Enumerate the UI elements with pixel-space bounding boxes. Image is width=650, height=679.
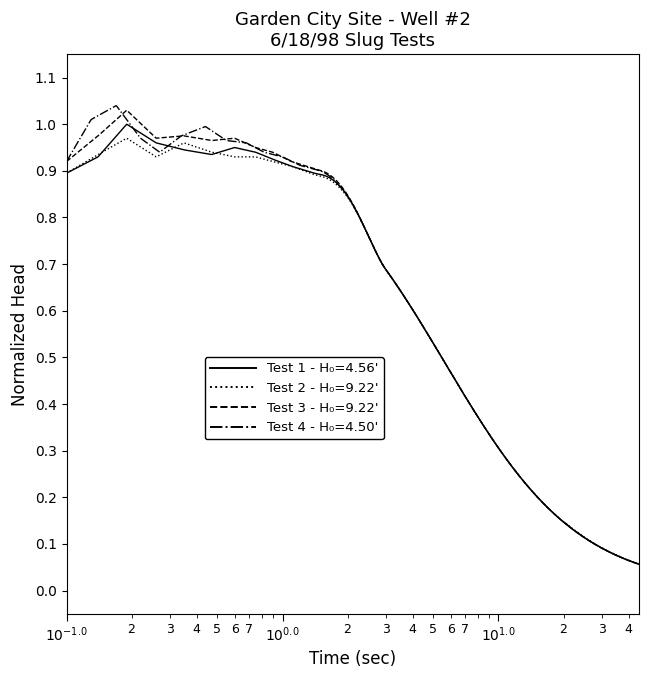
Test 4 - H₀=4.50' bbox=[556, 515, 564, 524]
Test 2 - H₀=9.22' bbox=[123, 134, 131, 143]
Test 1 - H₀=4.56' bbox=[428, 337, 436, 345]
Test 1 - H₀=4.56' bbox=[98, 149, 105, 157]
Test 3 - H₀=9.22' bbox=[556, 515, 564, 524]
Test 1 - H₀=4.56' bbox=[635, 560, 643, 568]
Test 4 - H₀=4.50' bbox=[98, 109, 105, 117]
Test 2 - H₀=9.22' bbox=[396, 285, 404, 293]
X-axis label: Time (sec): Time (sec) bbox=[309, 650, 396, 668]
Test 3 - H₀=9.22' bbox=[497, 448, 505, 456]
Test 3 - H₀=9.22' bbox=[98, 128, 105, 136]
Test 1 - H₀=4.56' bbox=[556, 515, 564, 524]
Test 1 - H₀=4.56' bbox=[62, 169, 70, 177]
Y-axis label: Normalized Head: Normalized Head bbox=[11, 263, 29, 405]
Legend: Test 1 - H₀=4.56', Test 2 - H₀=9.22', Test 3 - H₀=9.22', Test 4 - H₀=4.50': Test 1 - H₀=4.56', Test 2 - H₀=9.22', Te… bbox=[205, 357, 384, 439]
Test 4 - H₀=4.50' bbox=[396, 285, 404, 293]
Test 4 - H₀=4.50' bbox=[497, 448, 505, 456]
Test 1 - H₀=4.56' bbox=[497, 448, 505, 456]
Test 2 - H₀=9.22' bbox=[556, 515, 564, 524]
Test 3 - H₀=9.22' bbox=[396, 285, 404, 293]
Title: Garden City Site - Well #2
6/18/98 Slug Tests: Garden City Site - Well #2 6/18/98 Slug … bbox=[235, 11, 471, 50]
Test 4 - H₀=4.50' bbox=[112, 102, 120, 110]
Test 2 - H₀=9.22' bbox=[62, 169, 70, 177]
Test 2 - H₀=9.22' bbox=[497, 448, 505, 456]
Test 3 - H₀=9.22' bbox=[62, 158, 70, 166]
Test 4 - H₀=4.50' bbox=[411, 309, 419, 317]
Test 4 - H₀=4.50' bbox=[428, 337, 436, 345]
Line: Test 3 - H₀=9.22': Test 3 - H₀=9.22' bbox=[66, 110, 639, 564]
Test 3 - H₀=9.22' bbox=[411, 309, 419, 317]
Test 1 - H₀=4.56' bbox=[411, 309, 419, 317]
Test 4 - H₀=4.50' bbox=[635, 560, 643, 568]
Test 3 - H₀=9.22' bbox=[428, 337, 436, 345]
Test 4 - H₀=4.50' bbox=[62, 158, 70, 166]
Test 1 - H₀=4.56' bbox=[396, 285, 404, 293]
Test 3 - H₀=9.22' bbox=[123, 106, 131, 114]
Line: Test 2 - H₀=9.22': Test 2 - H₀=9.22' bbox=[66, 139, 639, 564]
Test 1 - H₀=4.56' bbox=[123, 120, 131, 128]
Line: Test 4 - H₀=4.50': Test 4 - H₀=4.50' bbox=[66, 106, 639, 564]
Test 3 - H₀=9.22' bbox=[635, 560, 643, 568]
Test 2 - H₀=9.22' bbox=[98, 149, 105, 157]
Test 2 - H₀=9.22' bbox=[411, 309, 419, 317]
Test 2 - H₀=9.22' bbox=[635, 560, 643, 568]
Line: Test 1 - H₀=4.56': Test 1 - H₀=4.56' bbox=[66, 124, 639, 564]
Test 2 - H₀=9.22' bbox=[428, 337, 436, 345]
